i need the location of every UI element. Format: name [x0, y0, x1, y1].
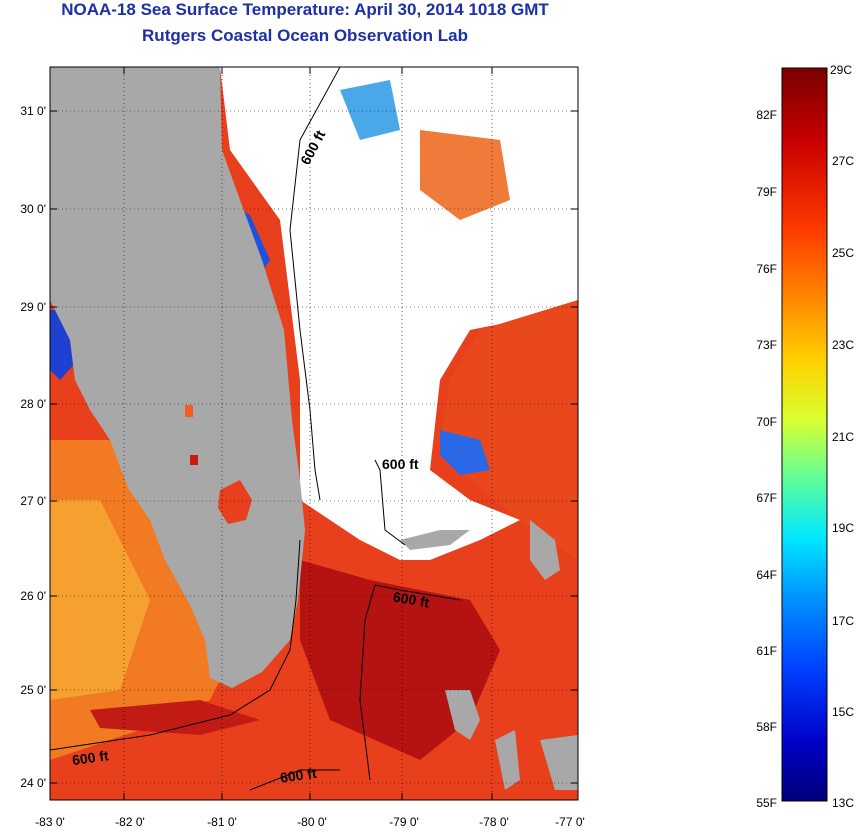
map-frame	[49, 66, 579, 801]
depth-contour-600ft	[374, 584, 461, 601]
florida-land	[50, 67, 305, 688]
lat-label: 26 0'	[20, 589, 46, 603]
lon-label: -80 0'	[297, 815, 327, 829]
depth-contour-600ft	[359, 584, 376, 781]
map-title: NOAA-18 Sea Surface Temperature: April 3…	[61, 0, 549, 19]
lon-label: -78 0'	[479, 815, 509, 829]
atlantic-warm-water	[440, 300, 578, 560]
lat-label: 31 0'	[20, 104, 46, 118]
lon-label: -82 0'	[115, 815, 145, 829]
lon-label: -83 0'	[35, 815, 65, 829]
depth-contour-600ft	[249, 769, 340, 791]
gulf-cooler-water	[50, 500, 150, 700]
lat-label: 30 0'	[20, 202, 46, 216]
inland-lake	[185, 405, 193, 417]
inland-lake	[190, 455, 198, 465]
lon-label: -81 0'	[207, 815, 237, 829]
lat-label: 28 0'	[20, 397, 46, 411]
lon-label: -77 0'	[555, 815, 585, 829]
abaco-island	[530, 520, 560, 580]
contour-label-600ft: 600 ft	[71, 747, 110, 768]
lat-label: 24 0'	[20, 776, 46, 790]
lat-lon-grid	[50, 67, 578, 800]
bahamas-bank-land	[540, 735, 578, 790]
keys-warm-band	[90, 700, 260, 735]
map-plot-area	[50, 67, 578, 800]
andros-island-south	[495, 730, 520, 790]
lake-okeechobee	[218, 480, 252, 524]
contour-label-600ft: 600 ft	[392, 588, 431, 610]
lat-label: 25 0'	[20, 683, 46, 697]
contour-label-600ft: 600 ft	[279, 765, 318, 786]
andros-island	[445, 690, 480, 740]
lat-label: 27 0'	[20, 494, 46, 508]
cold-filament	[440, 430, 490, 475]
lat-label: 29 0'	[20, 300, 46, 314]
cloud-edge-water	[340, 80, 400, 140]
lon-label: -79 0'	[389, 815, 419, 829]
cloud-gap-water	[420, 130, 510, 220]
grand-bahama-island	[400, 530, 470, 550]
axis-ticks	[50, 67, 578, 800]
depth-contour-600ft	[289, 67, 341, 501]
map-subtitle: Rutgers Coastal Ocean Observation Lab	[142, 26, 468, 45]
depth-contour-600ft	[374, 459, 406, 546]
contour-label-600ft: 600 ft	[382, 456, 419, 472]
